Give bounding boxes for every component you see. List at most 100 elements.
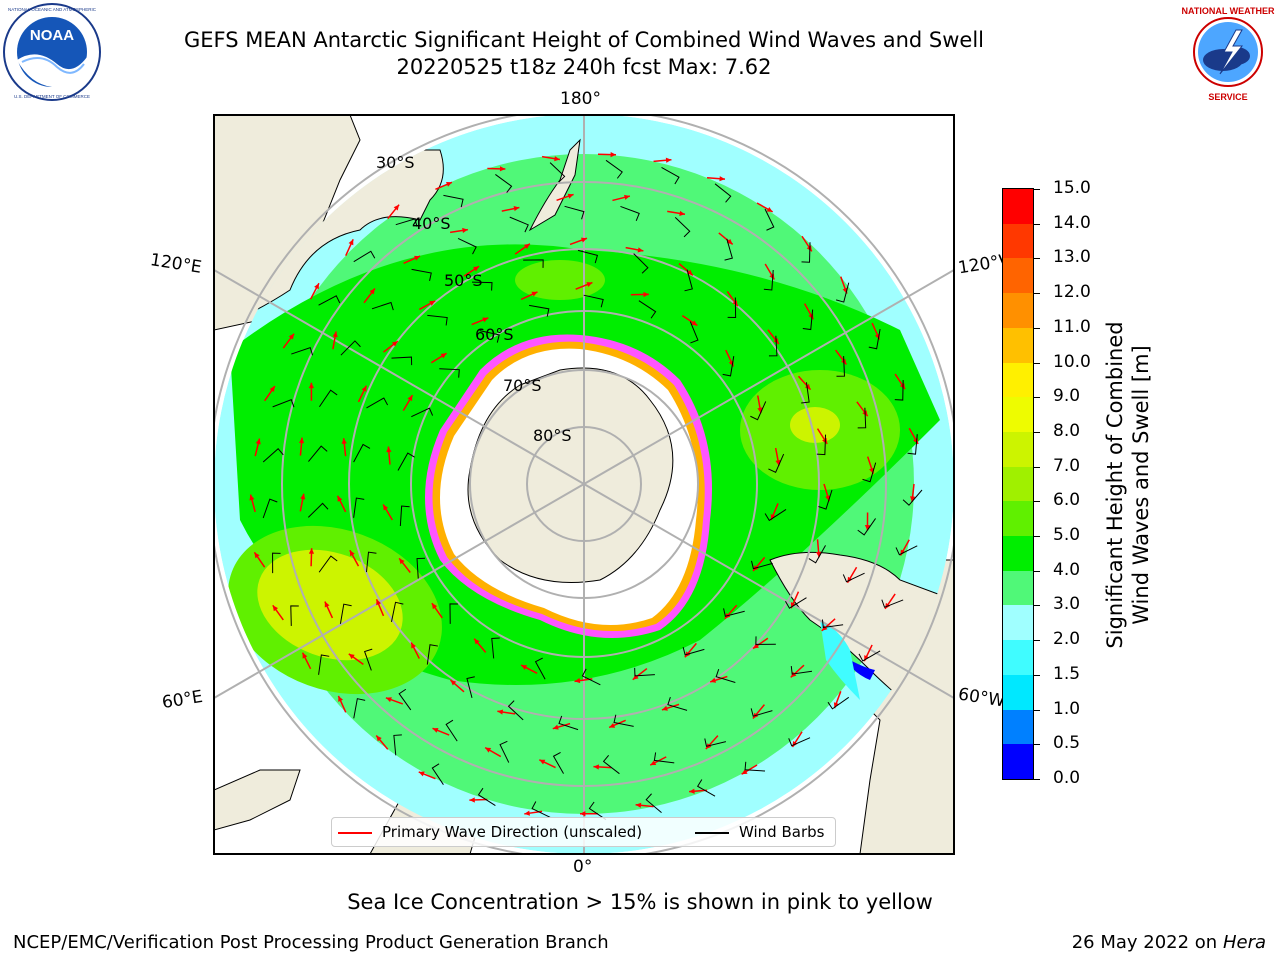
wind-barb (768, 453, 785, 474)
wave-direction-arrowhead (610, 152, 616, 158)
wind-barb (842, 572, 865, 583)
colorbar-segment (1003, 709, 1033, 745)
wind-barb (827, 696, 850, 710)
wave-direction-arrowhead (411, 642, 416, 649)
footer-machine: Hera (1222, 932, 1266, 953)
wind-barb (411, 407, 434, 418)
wave-direction-arrowhead (249, 494, 255, 501)
wind-barb (684, 269, 693, 292)
wind-barb (353, 250, 376, 263)
wind-barb (808, 545, 826, 564)
colorbar-segment (1003, 327, 1033, 363)
wind-barb (816, 434, 827, 456)
colorbar-segment (1003, 223, 1033, 259)
wave-direction-arrowhead (341, 438, 347, 444)
footer-date: 26 May 2022 on Hera (1072, 932, 1266, 953)
wave-direction-arrowhead (348, 239, 354, 246)
colorbar-tick-label: 0.5 (1053, 733, 1081, 754)
noaa-logo: NOAA NATIONAL OCEANIC AND ATMOSPHERIC U.… (3, 3, 101, 101)
wave-direction-arrowhead (385, 697, 392, 703)
colorbar-tick-label: 11.0 (1053, 316, 1091, 337)
wind-barb (785, 597, 807, 609)
colorbar-tick (1034, 189, 1040, 190)
wind-barb (427, 314, 448, 326)
wind-barb (788, 737, 811, 747)
wind-barb (857, 518, 876, 536)
wind-barb (318, 295, 341, 306)
wind-barb (836, 356, 846, 377)
wave-direction-arrowhead (302, 652, 308, 659)
wave-direction-arrowhead (822, 437, 828, 444)
svg-text:NATIONAL WEATHER: NATIONAL WEATHER (1182, 6, 1275, 16)
colorbar-segment (1003, 674, 1033, 710)
wave-direction-arrowhead (650, 760, 657, 766)
colorbar-title-line2: Wind Waves and Swell [m] (1129, 345, 1153, 625)
wave-direction-arrowhead (288, 333, 295, 340)
wave-direction-arrowhead (580, 237, 587, 243)
colorbar-tick-label: 13.0 (1053, 247, 1091, 268)
wave-direction-arrowhead (499, 166, 506, 172)
wind-barb (365, 551, 377, 573)
wind-barb (529, 304, 550, 317)
wave-direction-arrowhead (665, 157, 672, 163)
wind-barb (340, 340, 361, 356)
wind-barb (439, 368, 460, 378)
wave-direction-arrowhead (815, 551, 822, 558)
wave-direction-arrowhead (804, 383, 811, 390)
wave-direction-arrowhead (910, 496, 916, 502)
wind-barb (715, 668, 736, 683)
wind-barb (564, 205, 585, 220)
wind-barb (801, 382, 810, 404)
wave-direction-arrowhead (418, 771, 425, 777)
wind-barb (353, 497, 365, 518)
wave-direction-arrowhead (609, 722, 616, 728)
wind-barb (751, 560, 773, 570)
colorbar-tick-label: 4.0 (1053, 559, 1081, 580)
wind-barb (363, 648, 373, 671)
wind-barb (371, 301, 394, 311)
wind-barb (723, 608, 745, 617)
wind-barb (858, 650, 881, 662)
colorbar (1002, 188, 1034, 780)
wind-barb (744, 761, 766, 772)
colorbar-tick (1034, 293, 1040, 295)
wind-barb (714, 183, 732, 203)
wave-direction-arrowhead (407, 395, 413, 402)
wave-direction-arrowhead (386, 446, 392, 453)
wind-barb (499, 740, 510, 763)
wind-barb (552, 752, 564, 774)
wave-direction-arrowhead (369, 288, 375, 295)
wave-direction-arrowhead (298, 437, 305, 444)
colorbar-tick-label: 6.0 (1053, 490, 1081, 511)
wave-direction-arrowhead (710, 677, 717, 683)
wave-direction-arrowhead (269, 386, 275, 392)
wind-barb (868, 328, 881, 350)
colorbar-segment (1003, 362, 1033, 398)
wind-barb (262, 498, 278, 519)
wave-direction-arrowhead (432, 727, 439, 733)
wind-barb (531, 801, 551, 818)
wave-direction-arrowhead (414, 255, 421, 261)
wave-direction-arrows (249, 152, 923, 821)
wave-direction-arrowhead (719, 176, 725, 182)
wave-direction-arrowhead (790, 671, 797, 678)
wave-direction-arrowhead (635, 802, 642, 808)
wave-direction-arrowhead (523, 243, 530, 249)
wave-direction-arrowhead (521, 665, 528, 670)
wave-direction-arrowhead (552, 724, 559, 730)
wind-barb-legend-label: Wind Barbs (739, 823, 825, 841)
wave-direction-arrowhead (539, 759, 546, 765)
wind-barb (724, 238, 733, 261)
colorbar-segment (1003, 188, 1033, 224)
wave-direction-arrowhead (376, 599, 382, 606)
wave-direction-arrowhead (462, 227, 468, 234)
wind-barb (272, 552, 281, 574)
wind-barb (602, 754, 620, 775)
wind-barb (764, 208, 775, 231)
wind-barb (393, 734, 402, 756)
wave-direction-arrowhead (497, 709, 504, 715)
wave-direction-arrowhead (624, 194, 630, 200)
wind-barb (457, 237, 477, 255)
wind-barb (398, 688, 412, 711)
